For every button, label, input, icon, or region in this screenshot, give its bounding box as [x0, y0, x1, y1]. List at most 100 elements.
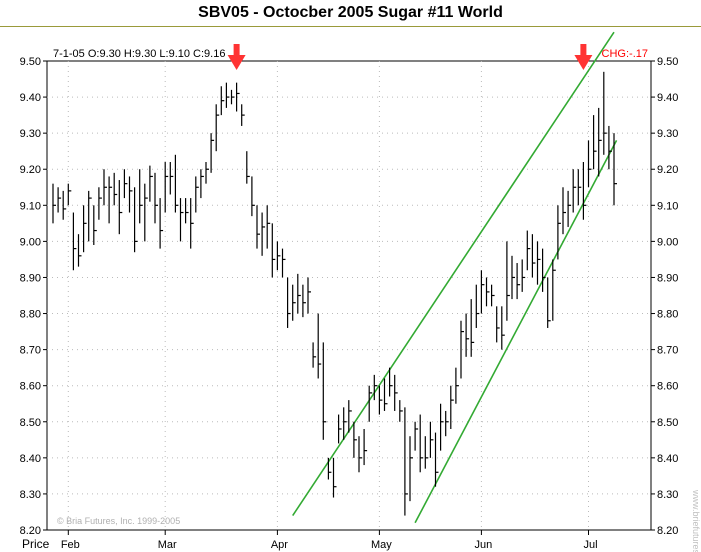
price-bar — [266, 205, 271, 249]
y-tick-label: 8.70 — [20, 345, 41, 357]
grid — [47, 61, 651, 530]
copyright-text: © Bria Futures, Inc. 1999-2005 — [57, 516, 180, 526]
price-bar — [98, 187, 102, 220]
price-bar — [327, 457, 332, 480]
y-tick-label: 8.30 — [20, 489, 41, 501]
y-tick-label: 8.60 — [657, 381, 678, 393]
price-bar — [389, 367, 393, 397]
price-bar — [582, 162, 587, 220]
price-bar — [108, 176, 113, 224]
y-tick-label: 8.20 — [20, 525, 41, 537]
y-tick-label: 9.00 — [20, 236, 41, 248]
price-bar — [164, 162, 169, 213]
price-bar — [134, 187, 138, 253]
price-bar — [220, 86, 225, 116]
price-bar — [434, 432, 439, 487]
price-bar — [460, 320, 464, 379]
price-bar — [429, 421, 434, 458]
price-bar — [195, 176, 199, 213]
price-bar — [603, 71, 607, 155]
price-bar — [302, 284, 306, 318]
price-bar — [506, 241, 510, 321]
y-tick-label: 8.80 — [657, 309, 678, 321]
title-rule — [0, 26, 701, 27]
price-bar — [598, 107, 602, 177]
y-tick-label: 9.00 — [657, 236, 678, 248]
price-bar — [332, 457, 337, 498]
price-bar — [169, 162, 174, 195]
price-bar — [230, 89, 235, 105]
price-bar — [480, 270, 485, 314]
price-bar — [113, 172, 118, 206]
price-bar — [608, 125, 612, 170]
price-bar — [440, 403, 444, 451]
ohlc-info-line: 7-1-05 O:9.30 H:9.30 L:9.10 C:9.16 — [53, 48, 225, 60]
price-bar — [210, 133, 215, 173]
arrow-markers — [227, 44, 593, 70]
price-bar — [414, 421, 419, 451]
price-bar — [225, 82, 230, 108]
price-bar — [256, 205, 260, 249]
price-bar — [292, 284, 296, 321]
arrow-head — [227, 55, 246, 70]
price-bar — [118, 180, 123, 235]
price-bar — [536, 241, 541, 285]
y-tick-label: 9.10 — [20, 200, 41, 212]
price-bar — [552, 259, 556, 321]
y-tick-label: 8.30 — [657, 489, 678, 501]
price-bar — [363, 428, 368, 466]
price-bar — [154, 172, 158, 224]
price-bar — [358, 436, 362, 473]
y-tick-label: 8.20 — [657, 525, 678, 537]
price-bar — [343, 407, 347, 440]
x-axis: Feb Mar Apr May Jun Jul — [61, 530, 598, 551]
price-bar — [491, 284, 495, 307]
arrow-shaft — [233, 44, 240, 56]
price-bar — [587, 140, 592, 188]
chart-title: SBV05 - Octocber 2005 Sugar #11 World — [198, 4, 503, 21]
price-bar — [139, 169, 143, 224]
price-bar — [200, 169, 204, 199]
price-bar — [450, 385, 454, 429]
arrow-head — [574, 55, 593, 70]
x-tick-label: Jun — [475, 539, 493, 551]
price-bar — [261, 212, 266, 256]
price-bar — [174, 154, 179, 213]
price-bar — [215, 104, 220, 152]
price-bar — [307, 277, 311, 314]
price-bar — [251, 176, 255, 217]
y-tick-label: 9.40 — [20, 92, 41, 104]
y-axis-right: 9.50 9.40 9.30 9.20 9.10 9.00 8.90 8.80 8.70 8.60… — [651, 56, 678, 537]
price-bar — [455, 367, 459, 404]
price-bar — [72, 212, 77, 271]
price-bar — [592, 115, 597, 170]
price-bar — [322, 342, 327, 440]
price-bar — [62, 190, 67, 220]
red-down-arrow-icon — [574, 44, 593, 70]
price-bar — [557, 205, 561, 260]
channel-line-upper — [292, 31, 615, 517]
price-bar — [317, 313, 322, 379]
change-label: CHG:-.17 — [602, 48, 648, 60]
price-bar — [271, 223, 276, 278]
price-bar — [103, 169, 107, 206]
price-bar — [88, 190, 92, 242]
y-tick-label: 9.30 — [657, 128, 678, 140]
x-tick-label: Apr — [271, 539, 288, 551]
x-tick-label: Mar — [158, 539, 177, 551]
price-bars — [52, 71, 617, 516]
price-bar — [409, 436, 413, 502]
price-bar — [297, 273, 301, 314]
price-bar — [394, 374, 398, 411]
price-bar — [378, 385, 383, 415]
y-tick-label: 9.50 — [20, 56, 41, 68]
price-bar — [241, 104, 245, 126]
price-bar — [246, 151, 250, 184]
price-bar — [205, 162, 209, 184]
price-bar — [281, 248, 286, 278]
watermark-text: www.briefutures.com — [691, 489, 701, 552]
y-axis-label: Price — [22, 537, 50, 551]
price-bar — [190, 198, 194, 249]
y-tick-label: 8.40 — [657, 453, 678, 465]
